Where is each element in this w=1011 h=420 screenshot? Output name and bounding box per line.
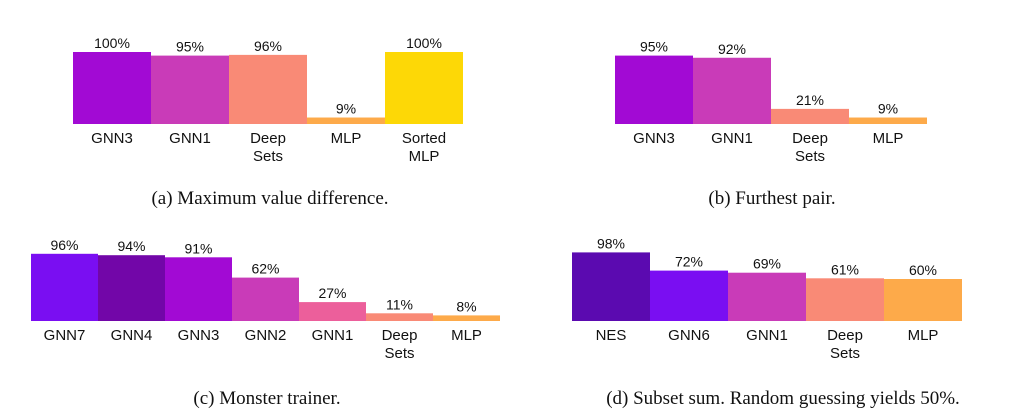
data-label: 8% bbox=[456, 298, 476, 314]
bar bbox=[73, 52, 151, 124]
chart-caption: (b) Furthest pair. bbox=[708, 188, 835, 209]
data-label: 100% bbox=[406, 35, 442, 51]
tick-label: MLP bbox=[873, 130, 904, 147]
bar bbox=[572, 252, 650, 321]
data-label: 27% bbox=[318, 285, 346, 301]
tick-label: MLP bbox=[908, 327, 939, 344]
tick-label: Deep bbox=[827, 327, 863, 344]
bar bbox=[165, 257, 232, 321]
tick-label: Sets bbox=[253, 148, 283, 165]
tick-label: GNN1 bbox=[312, 327, 354, 344]
bar bbox=[299, 302, 366, 321]
tick-label: GNN1 bbox=[711, 130, 753, 147]
data-label: 69% bbox=[753, 256, 781, 272]
data-label: 92% bbox=[718, 41, 746, 57]
data-label: 91% bbox=[184, 240, 212, 256]
tick-label: GNN3 bbox=[178, 327, 220, 344]
data-label: 9% bbox=[878, 101, 898, 117]
bar bbox=[433, 315, 500, 321]
bar bbox=[771, 108, 849, 124]
data-label: 72% bbox=[675, 254, 703, 270]
tick-label: MLP bbox=[409, 148, 440, 165]
tick-label: GNN4 bbox=[111, 327, 153, 344]
data-label: 11% bbox=[386, 296, 413, 312]
tick-label: NES bbox=[596, 327, 627, 344]
data-label: 96% bbox=[254, 38, 282, 54]
tick-label: Deep bbox=[382, 327, 418, 344]
bar bbox=[385, 52, 463, 124]
chart-caption: (a) Maximum value difference. bbox=[151, 188, 388, 209]
bar bbox=[849, 117, 927, 124]
bar bbox=[884, 279, 962, 321]
tick-label: Deep bbox=[250, 130, 286, 147]
data-label: 94% bbox=[117, 238, 145, 254]
bar bbox=[650, 270, 728, 321]
chart-panel-2: 96% GNN7 94% GNN4 91% GNN3 62% GNN2 27% GNN1 11% De… bbox=[31, 237, 500, 409]
bar bbox=[151, 55, 229, 124]
data-label: 96% bbox=[50, 237, 78, 253]
bar bbox=[693, 57, 771, 125]
tick-label: GNN3 bbox=[633, 130, 675, 147]
data-label: 100% bbox=[94, 35, 130, 51]
bar bbox=[229, 54, 307, 124]
bar bbox=[615, 55, 693, 124]
tick-label: GNN1 bbox=[169, 130, 211, 147]
tick-label: GNN2 bbox=[245, 327, 287, 344]
bar bbox=[232, 277, 299, 321]
bar bbox=[366, 313, 433, 321]
chart-caption: (d) Subset sum. Random guessing yields 5… bbox=[606, 388, 960, 409]
bar bbox=[307, 117, 385, 124]
tick-label: Sets bbox=[384, 345, 414, 362]
data-label: 95% bbox=[640, 39, 668, 55]
tick-label: GNN6 bbox=[668, 327, 710, 344]
bar bbox=[728, 272, 806, 321]
data-label: 9% bbox=[336, 101, 356, 117]
tick-label: Sets bbox=[795, 148, 825, 165]
tick-label: GNN1 bbox=[746, 327, 788, 344]
chart-caption: (c) Monster trainer. bbox=[193, 388, 340, 409]
data-label: 95% bbox=[176, 39, 204, 55]
data-label: 98% bbox=[597, 235, 625, 251]
bar bbox=[31, 253, 98, 321]
tick-label: MLP bbox=[331, 130, 362, 147]
tick-label: GNN7 bbox=[44, 327, 86, 344]
tick-label: Sets bbox=[830, 345, 860, 362]
tick-label: Deep bbox=[792, 130, 828, 147]
data-label: 60% bbox=[909, 262, 937, 278]
data-label: 21% bbox=[796, 92, 824, 108]
tick-label: Sorted bbox=[402, 130, 446, 147]
tick-label: GNN3 bbox=[91, 130, 133, 147]
tick-label: MLP bbox=[451, 327, 482, 344]
data-label: 61% bbox=[831, 261, 859, 277]
bar bbox=[806, 278, 884, 321]
bar bbox=[98, 255, 165, 321]
data-label: 62% bbox=[251, 261, 279, 277]
